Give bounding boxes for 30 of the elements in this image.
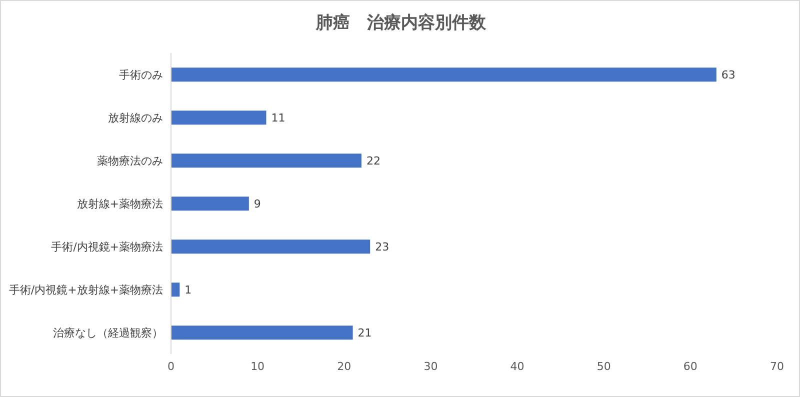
y-tick-label: 手術のみ <box>119 68 163 82</box>
bar <box>171 68 716 82</box>
data-label: 63 <box>721 68 736 82</box>
x-tick-label: 50 <box>596 360 611 373</box>
x-tick-label: 40 <box>510 360 524 373</box>
y-tick-label: 治療なし（経過観察） <box>53 326 163 340</box>
x-tick-label: 10 <box>250 360 265 373</box>
x-tick-label: 30 <box>424 360 438 373</box>
data-label: 22 <box>366 154 380 168</box>
bar <box>171 326 353 340</box>
y-tick-label: 手術/内視鏡+薬物療法 <box>51 240 163 254</box>
y-tick-label: 薬物療法のみ <box>97 154 163 168</box>
data-label: 9 <box>254 198 261 211</box>
y-tick-label: 放射線+薬物療法 <box>76 197 163 210</box>
x-tick-label: 70 <box>770 360 784 373</box>
bar <box>171 282 180 297</box>
x-tick-label: 20 <box>337 360 352 373</box>
bar <box>171 154 362 168</box>
bar <box>171 110 266 125</box>
data-label: 11 <box>271 112 286 125</box>
y-tick-label: 放射線のみ <box>108 111 163 124</box>
x-tick-label: 0 <box>168 360 174 373</box>
data-label: 23 <box>375 240 390 254</box>
y-tick-label: 手術/内視鏡+放射線+薬物療法 <box>8 283 163 296</box>
data-label: 1 <box>184 284 192 297</box>
bar <box>171 240 370 254</box>
bar <box>171 196 249 211</box>
x-tick-label: 60 <box>683 360 698 373</box>
data-label: 21 <box>358 326 372 340</box>
chart-title: 肺癌 治療内容別件数 <box>314 12 487 34</box>
